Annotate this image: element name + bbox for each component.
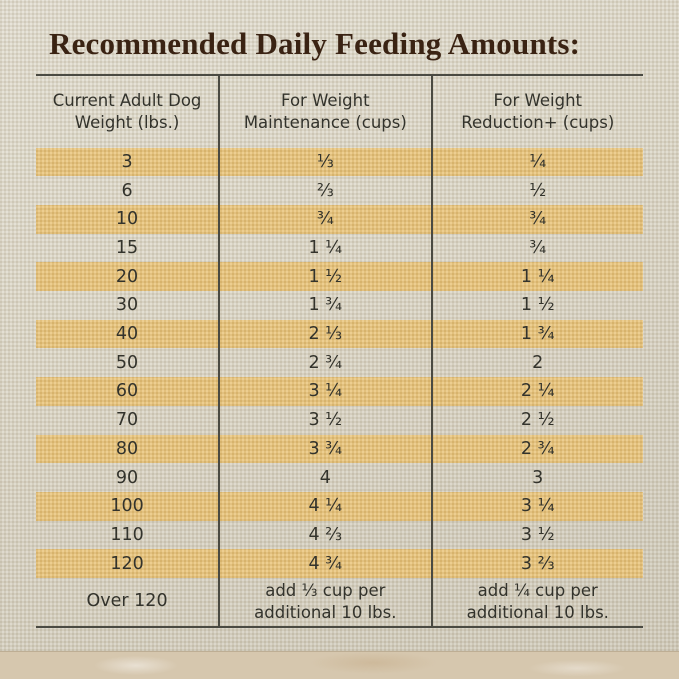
feeding-chart-page: Recommended Daily Feeding Amounts: Curre…	[36, 26, 643, 628]
weight-cell: 15	[115, 238, 139, 259]
reduction-cell: 3	[430, 463, 643, 492]
maintenance-cell: 1 ¾	[218, 291, 430, 320]
column-header-maintenance: For Weight Maintenance (cups)	[218, 75, 430, 148]
reduction-cell: 1 ¼	[430, 262, 643, 292]
reduction-cell: 3 ¼	[430, 491, 643, 521]
maintenance-cell: ¾	[218, 205, 430, 234]
weight-cell: 60	[115, 381, 139, 402]
reduction-cell: 3 ½	[430, 520, 643, 550]
maintenance-cell: 2 ¾	[218, 348, 430, 378]
maintenance-cell: 3 ½	[218, 405, 430, 435]
weight-cell: 40	[115, 324, 139, 345]
column-header-weight: Current Adult Dog Weight (lbs.)	[52, 91, 202, 132]
weight-cell: 50	[115, 352, 139, 373]
reduction-cell: 2 ¾	[430, 434, 643, 464]
weight-cell: 20	[115, 266, 139, 287]
weight-cell: 110	[110, 524, 144, 545]
table-header-row: Current Adult Dog Weight (lbs.) For Weig…	[36, 75, 643, 148]
reduction-cell: 2 ½	[430, 405, 643, 435]
maintenance-cell: 4 ¼	[218, 491, 430, 521]
feeding-table: Current Adult Dog Weight (lbs.) For Weig…	[36, 75, 643, 628]
table-row: 10 ¾ ¾	[36, 205, 643, 234]
maintenance-cell: 1 ½	[218, 262, 430, 292]
weight-cell: 3	[121, 151, 133, 172]
reduction-cell: ¼	[430, 147, 643, 177]
weight-cell: 70	[115, 410, 139, 431]
title-divider	[36, 73, 643, 76]
maintenance-cell: 4 ¾	[218, 549, 430, 578]
reduction-cell: 3 ⅔	[430, 549, 643, 578]
table-bottom-divider	[36, 625, 643, 628]
weight-cell: 6	[121, 180, 133, 201]
weight-cell: 80	[115, 438, 139, 459]
maintenance-cell: add ⅓ cup per additional 10 lbs.	[218, 577, 430, 626]
maintenance-cell: 3 ¾	[218, 434, 430, 464]
reduction-cell: add ¼ cup per additional 10 lbs.	[430, 577, 643, 626]
reduction-cell: 2	[430, 348, 643, 378]
page-title: Recommended Daily Feeding Amounts:	[49, 26, 581, 61]
maintenance-cell: 2 ⅓	[218, 319, 430, 349]
weight-cell: 90	[115, 467, 139, 488]
column-header-reduction: For Weight Reduction+ (cups)	[430, 75, 643, 148]
maintenance-cell: 4	[218, 463, 430, 492]
weight-cell: 100	[110, 496, 144, 517]
maintenance-cell: ⅔	[218, 176, 430, 206]
reduction-cell: ¾	[430, 233, 643, 263]
maintenance-cell: 3 ¼	[218, 377, 430, 406]
weight-cell: 10	[115, 209, 139, 230]
reduction-cell: ½	[430, 176, 643, 206]
reduction-cell: 1 ¾	[430, 319, 643, 349]
maintenance-cell: ⅓	[218, 147, 430, 177]
table-row: 90 4 3	[36, 463, 643, 492]
weight-cell: 30	[115, 295, 139, 316]
bottom-marble-strip	[0, 651, 679, 679]
maintenance-cell: 4 ⅔	[218, 520, 430, 550]
weight-cell: Over 120	[86, 591, 168, 612]
reduction-cell: 2 ¼	[430, 377, 643, 406]
maintenance-cell: 1 ¼	[218, 233, 430, 263]
weight-cell: 120	[110, 553, 144, 574]
table-row: Over 120 add ⅓ cup per additional 10 lbs.…	[36, 577, 643, 626]
reduction-cell: 1 ½	[430, 291, 643, 320]
reduction-cell: ¾	[430, 205, 643, 234]
